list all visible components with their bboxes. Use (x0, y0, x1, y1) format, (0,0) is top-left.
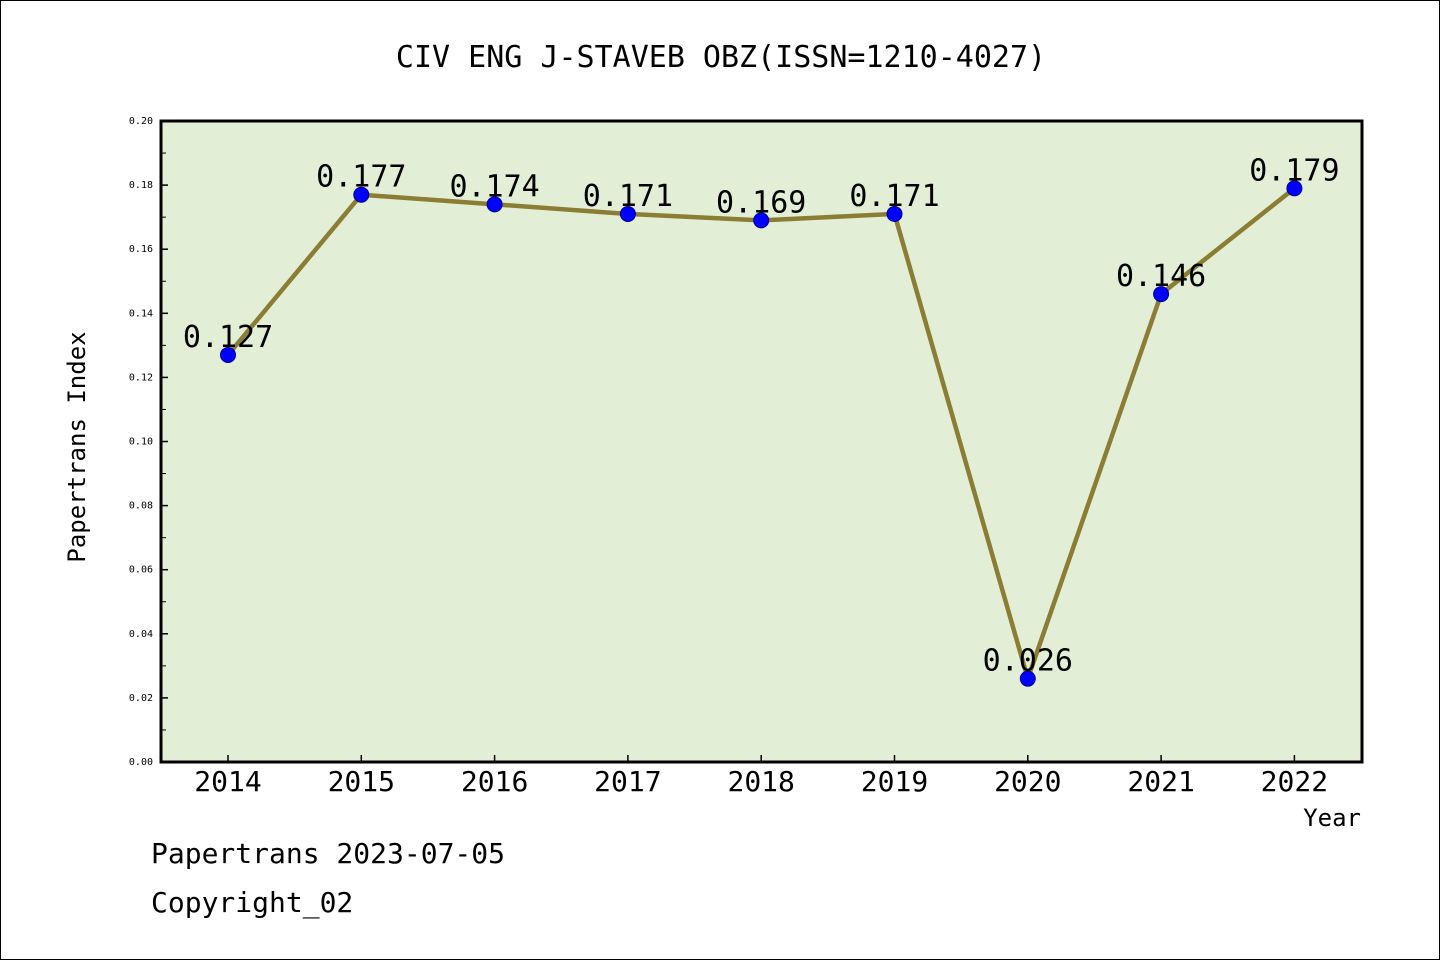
data-label: 0.177 (316, 160, 406, 195)
x-tick-label: 2015 (328, 765, 395, 798)
y-tick-label: 0.10 (129, 437, 153, 448)
chart-title: CIV ENG J-STAVEB OBZ(ISSN=1210-4027) (396, 40, 1046, 75)
y-axis-label: Papertrans Index (63, 331, 91, 562)
footer-date-text: Papertrans 2023-07-05 (151, 837, 506, 870)
data-point (1286, 180, 1303, 197)
x-tick-label: 2014 (194, 765, 261, 798)
data-label: 0.127 (183, 320, 273, 355)
series-layer (220, 180, 1303, 687)
y-tick-label: 0.14 (129, 308, 153, 319)
y-tick-label: 0.16 (129, 244, 153, 255)
data-point (886, 205, 903, 222)
x-tick-label: 2021 (1127, 765, 1194, 798)
footer-copyright-text: Copyright_02 (151, 886, 354, 919)
data-label: 0.171 (583, 179, 673, 214)
data-point (486, 196, 503, 213)
data-label: 0.171 (849, 179, 939, 214)
data-label: 0.174 (449, 169, 539, 204)
data-label: 0.179 (1249, 153, 1339, 188)
data-label: 0.146 (1116, 259, 1206, 294)
data-label: 0.026 (983, 644, 1073, 679)
y-tick-label: 0.02 (129, 693, 153, 704)
x-tick-label: 2017 (594, 765, 661, 798)
x-tick-label: 2019 (861, 765, 928, 798)
y-tick-label: 0.12 (129, 372, 153, 383)
data-point (353, 186, 370, 203)
data-point (1019, 670, 1036, 687)
data-point (753, 212, 770, 229)
y-tick-label: 0.08 (129, 501, 153, 512)
y-tick-label: 0.20 (129, 116, 153, 127)
plot-frame (159, 119, 1364, 764)
data-point (1153, 286, 1170, 303)
x-tick-label: 2022 (1261, 765, 1328, 798)
data-label: 0.169 (716, 185, 806, 220)
data-label-layer: 0.127 0.177 0.174 0.171 0.169 0.171 0.026 0.146… (183, 153, 1340, 678)
y-tick-label: 0.06 (129, 565, 153, 576)
data-point (220, 346, 236, 363)
x-axis-ticks: 2014 2015 2016 2017 2018 2019 2020 2021 2022 (194, 755, 1328, 798)
y-tick-label: 0.04 (129, 629, 153, 640)
data-point (619, 205, 636, 222)
x-tick-label: 2018 (727, 765, 794, 798)
y-tick-label: 0.18 (129, 180, 153, 191)
x-tick-label: 2020 (994, 765, 1061, 798)
x-axis-label: Year (1303, 804, 1361, 832)
x-tick-label: 2016 (461, 765, 528, 798)
y-tick-label: 0.00 (129, 757, 153, 768)
